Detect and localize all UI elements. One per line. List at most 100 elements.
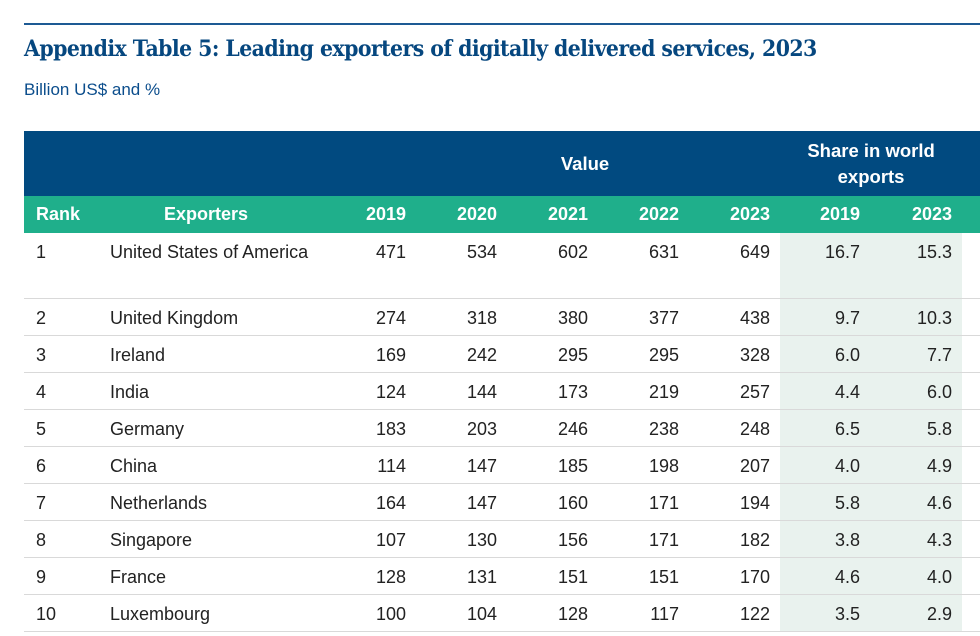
value-cell: 151 (598, 557, 689, 595)
table-row: 8 Singapore 107 130 156 171 182 3.8 4.3 (24, 520, 980, 558)
value-cell: 631 (598, 233, 689, 299)
value-cell: 107 (330, 520, 416, 558)
value-cell: 164 (330, 483, 416, 521)
exporters-table: Value Share in world exports Rank Export… (24, 131, 980, 632)
value-cell: 649 (689, 233, 781, 299)
share-cell: 4.4 (780, 372, 871, 410)
value-cell: 318 (416, 298, 507, 336)
value-cell: 128 (330, 557, 416, 595)
value-cell: 124 (330, 372, 416, 410)
header-blank (24, 131, 330, 196)
value-cell: 185 (507, 446, 598, 484)
value-cell: 203 (416, 409, 507, 447)
value-cell: 147 (416, 483, 507, 521)
table-title: Appendix Table 5: Leading exporters of d… (24, 36, 817, 62)
value-cell: 169 (330, 335, 416, 373)
share-cell: 3.5 (780, 594, 871, 632)
header-exporters: Exporters (100, 196, 330, 233)
table-row: 6 China 114 147 185 198 207 4.0 4.9 (24, 446, 980, 484)
exporter-name: India (100, 372, 330, 410)
value-cell: 147 (416, 446, 507, 484)
value-cell: 207 (689, 446, 781, 484)
rank-cell: 1 (24, 233, 100, 299)
rank-cell: 9 (24, 557, 100, 595)
value-cell: 471 (330, 233, 416, 299)
header-share-group: Share in world exports (780, 131, 963, 196)
header-year: 2020 (416, 196, 507, 233)
header-year: 2021 (507, 196, 598, 233)
rank-cell: 8 (24, 520, 100, 558)
value-cell: 128 (507, 594, 598, 632)
rank-cell: 4 (24, 372, 100, 410)
value-cell: 438 (689, 298, 781, 336)
value-cell: 173 (507, 372, 598, 410)
share-cell: 6.0 (780, 335, 871, 373)
exporter-name: France (100, 557, 330, 595)
table-row: 10 Luxembourg 100 104 128 117 122 3.5 2.9 (24, 594, 980, 632)
value-cell: 295 (507, 335, 598, 373)
value-cell: 295 (598, 335, 689, 373)
share-cell: 7.7 (870, 335, 963, 373)
value-cell: 182 (689, 520, 781, 558)
exporter-name: United Kingdom (100, 298, 330, 336)
value-cell: 328 (689, 335, 781, 373)
share-cell: 4.0 (780, 446, 871, 484)
row-pad (962, 298, 980, 336)
table-row: 4 India 124 144 173 219 257 4.4 6.0 (24, 372, 980, 410)
rank-cell: 3 (24, 335, 100, 373)
header-value-group: Value (330, 131, 781, 196)
top-rule (24, 23, 980, 25)
value-cell: 183 (330, 409, 416, 447)
row-pad (962, 446, 980, 484)
share-cell: 4.9 (870, 446, 963, 484)
value-cell: 534 (416, 233, 507, 299)
row-pad (962, 409, 980, 447)
share-cell: 10.3 (870, 298, 963, 336)
value-cell: 257 (689, 372, 781, 410)
exporter-name: China (100, 446, 330, 484)
value-cell: 246 (507, 409, 598, 447)
share-cell: 4.6 (780, 557, 871, 595)
value-cell: 602 (507, 233, 598, 299)
value-cell: 130 (416, 520, 507, 558)
table-row: 2 United Kingdom 274 318 380 377 438 9.7 10.3 (24, 298, 980, 336)
header-pad (962, 131, 980, 196)
value-cell: 117 (598, 594, 689, 632)
value-cell: 194 (689, 483, 781, 521)
rank-cell: 6 (24, 446, 100, 484)
value-cell: 171 (598, 520, 689, 558)
share-cell: 15.3 (870, 233, 963, 299)
rank-cell: 7 (24, 483, 100, 521)
header-share-year: 2019 (780, 196, 871, 233)
share-cell: 4.0 (870, 557, 963, 595)
value-cell: 131 (416, 557, 507, 595)
value-cell: 274 (330, 298, 416, 336)
row-pad (962, 335, 980, 373)
header-year: 2023 (689, 196, 781, 233)
exporter-name: Ireland (100, 335, 330, 373)
rank-cell: 5 (24, 409, 100, 447)
value-cell: 104 (416, 594, 507, 632)
share-cell: 4.6 (870, 483, 963, 521)
value-cell: 160 (507, 483, 598, 521)
value-cell: 198 (598, 446, 689, 484)
table-row: 3 Ireland 169 242 295 295 328 6.0 7.7 (24, 335, 980, 373)
value-cell: 170 (689, 557, 781, 595)
row-pad (962, 520, 980, 558)
value-cell: 248 (689, 409, 781, 447)
share-cell: 3.8 (780, 520, 871, 558)
table-row: 9 France 128 131 151 151 170 4.6 4.0 (24, 557, 980, 595)
row-pad (962, 372, 980, 410)
table-row: 7 Netherlands 164 147 160 171 194 5.8 4.6 (24, 483, 980, 521)
header-share-year: 2023 (870, 196, 963, 233)
value-cell: 171 (598, 483, 689, 521)
rank-cell: 10 (24, 594, 100, 632)
share-cell: 9.7 (780, 298, 871, 336)
value-cell: 144 (416, 372, 507, 410)
value-cell: 122 (689, 594, 781, 632)
table-row: 1 United States of America 471 534 602 631 649… (24, 233, 980, 299)
header-year: 2019 (330, 196, 416, 233)
value-cell: 377 (598, 298, 689, 336)
value-cell: 219 (598, 372, 689, 410)
row-pad (962, 557, 980, 595)
